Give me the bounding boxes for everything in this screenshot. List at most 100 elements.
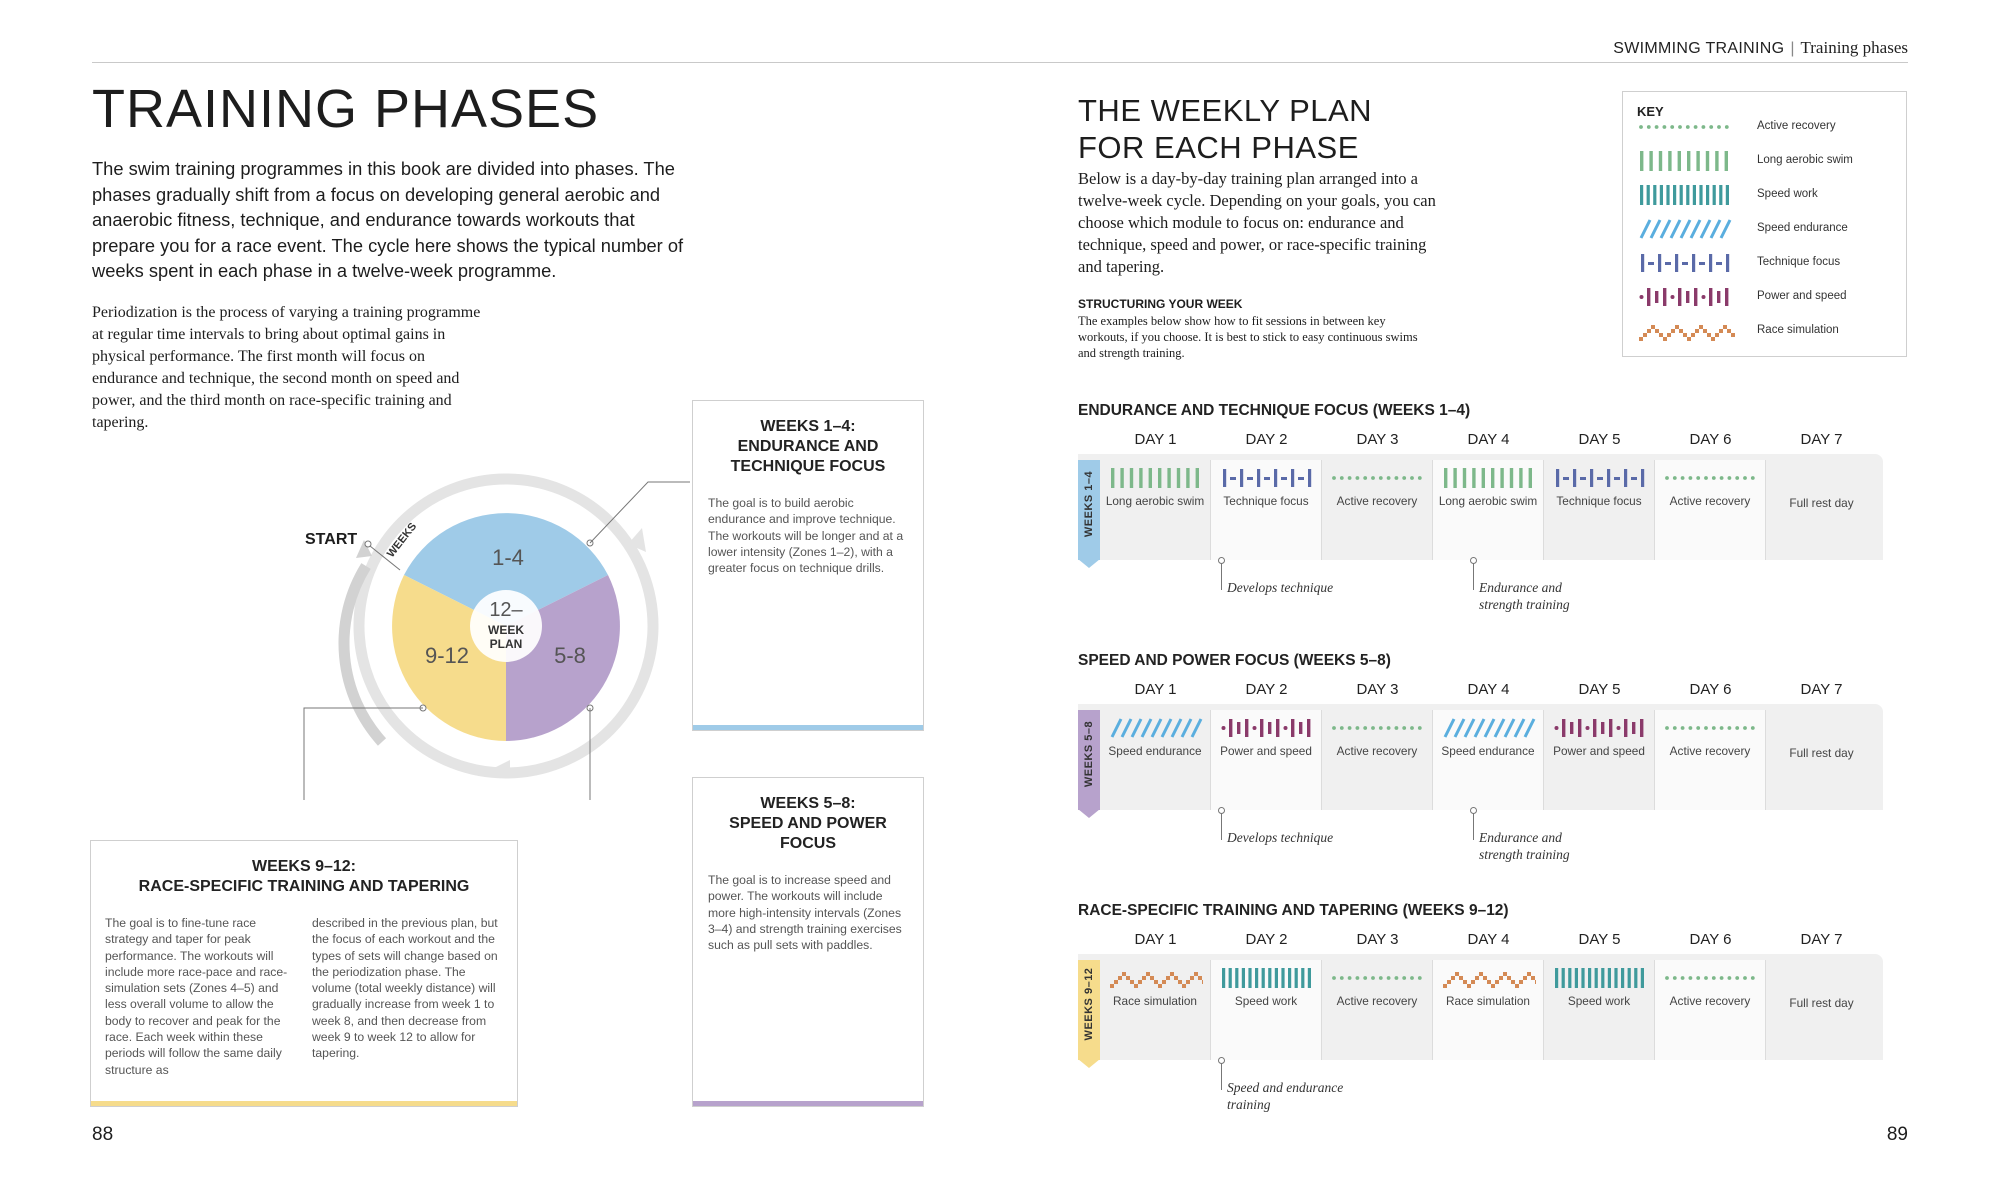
callout-note: Endurance and strength training — [1479, 830, 1570, 862]
day-cell-label: Active recovery — [1336, 994, 1418, 1008]
day-label: DAY 7 — [1800, 931, 1843, 948]
day-cell: Long aerobic swim — [1433, 460, 1544, 560]
key-item: Speed endurance — [1637, 216, 1897, 242]
key-legend: KEY Active recovery Long aerobic swim Sp… — [1622, 91, 1907, 357]
day-cell-label: Active recovery — [1669, 744, 1751, 758]
box3-text-col1: The goal is to fine-tune race strategy a… — [105, 916, 288, 1077]
dots-icon — [1639, 125, 1729, 129]
weekly-plan-band: WEEKS 9–12 Race simulation Speed work Ac… — [1078, 954, 1883, 1068]
ring-inner-arc — [338, 563, 387, 746]
connector-line-2 — [589, 708, 591, 800]
weeks-5-8-box: WEEKS 5–8: SPEED AND POWER FOCUS The goa… — [692, 777, 924, 1107]
periodization-paragraph: Periodization is the process of varying … — [92, 304, 481, 431]
day-label: DAY 2 — [1245, 431, 1288, 448]
day-cell: Race simulation — [1433, 960, 1544, 1060]
day-cell: Speed work — [1544, 960, 1655, 1060]
cycle-center — [470, 590, 542, 662]
day-label: DAY 5 — [1578, 931, 1621, 948]
key-item-label: Speed endurance — [1757, 222, 1848, 234]
teal-bars-icon — [1222, 968, 1311, 988]
callout-note: Endurance and strength training — [1479, 580, 1570, 612]
callout-dot — [1470, 807, 1477, 814]
power-icon — [1554, 719, 1644, 737]
page-number-right: 89 — [1886, 1124, 1908, 1145]
day-cell: Power and speed — [1544, 710, 1655, 810]
day-cell-label: Technique focus — [1223, 494, 1309, 508]
key-item-label: Power and speed — [1757, 290, 1847, 302]
header-subsection: Training phases — [1800, 38, 1908, 57]
box2-accent — [693, 1101, 923, 1106]
weekly-plan-intro: Below is a day-by-day training plan arra… — [1078, 169, 1436, 276]
day-label: DAY 6 — [1689, 431, 1732, 448]
key-item: Active recovery — [1637, 114, 1897, 140]
day-cell: Speed endurance — [1433, 710, 1544, 810]
start-label: START — [305, 531, 358, 548]
power-bars-icon — [1639, 288, 1729, 306]
day-label: DAY 4 — [1467, 431, 1510, 448]
day-header-row: DAY 1 DAY 2 DAY 3 DAY 4 DAY 5 DAY 6 DAY 7 — [1078, 681, 1883, 701]
day-cell: Speed work — [1211, 960, 1322, 1060]
weeks-tab-label: WEEKS 9–12 — [1083, 967, 1095, 1041]
box2-title-line3: FOCUS — [780, 835, 836, 852]
day-cell-label: Long aerobic swim — [1438, 494, 1538, 508]
plan-heading: SPEED AND POWER FOCUS (WEEKS 5–8) — [1078, 652, 1391, 669]
day-cell-label: Power and speed — [1553, 744, 1645, 758]
callout-dot — [1470, 557, 1477, 564]
day-cell-label: Speed endurance — [1108, 744, 1202, 758]
tab-point — [1078, 809, 1100, 818]
day-header-row: DAY 1 DAY 2 DAY 3 DAY 4 DAY 5 DAY 6 DAY 7 — [1078, 431, 1883, 451]
day-cell: Active recovery — [1322, 710, 1433, 810]
day-cell: Full rest day — [1766, 710, 1877, 810]
dots-icon — [1332, 976, 1422, 980]
day-cell-label: Long aerobic swim — [1105, 494, 1205, 508]
segment-label-5-8: 5-8 — [554, 643, 586, 668]
box2-title-line1: WEEKS 5–8: — [760, 795, 856, 812]
day-cell-label: Full rest day — [1789, 746, 1854, 760]
day-cell: Full rest day — [1766, 460, 1877, 560]
key-item-label: Long aerobic swim — [1757, 154, 1853, 166]
box1-title-line2: ENDURANCE AND — [737, 438, 879, 455]
day-cell: Active recovery — [1322, 460, 1433, 560]
green-bars-icon — [1640, 151, 1728, 171]
running-header: SWIMMING TRAINING | Training phases — [1613, 38, 1908, 58]
slashes-icon — [1110, 718, 1203, 738]
day-cell-label: Full rest day — [1789, 496, 1854, 510]
day-cell: Power and speed — [1211, 710, 1322, 810]
header-section: SWIMMING TRAINING — [1613, 40, 1785, 57]
day-cell: Speed endurance — [1100, 710, 1211, 810]
callout-note: Develops technique — [1227, 580, 1334, 595]
training-cycle-diagram: 12– WEEK PLAN 1-4 5-8 9-12 WEEKS — [303, 473, 690, 800]
callout-line — [1221, 810, 1222, 840]
day-label: DAY 7 — [1800, 681, 1843, 698]
weeks-9-12-box: WEEKS 9–12: RACE-SPECIFIC TRAINING AND T… — [90, 840, 518, 1107]
weekly-plan-band: WEEKS 1–4 Long aerobic swim Technique fo… — [1078, 454, 1883, 568]
day-cell: Active recovery — [1655, 710, 1766, 810]
power-icon — [1221, 719, 1311, 737]
tab-point — [1078, 559, 1100, 568]
day-cell: Active recovery — [1655, 460, 1766, 560]
day-cell-label: Active recovery — [1336, 494, 1418, 508]
dots-icon — [1332, 476, 1422, 480]
day-label: DAY 6 — [1689, 931, 1732, 948]
start-dot — [364, 540, 372, 548]
weekly-plan-title-line2: FOR EACH PHASE — [1078, 130, 1359, 165]
box3-accent — [91, 1101, 517, 1106]
green-bars-icon — [1111, 468, 1199, 488]
box1-text: The goal is to build aerobic endurance a… — [708, 496, 904, 576]
key-item-label: Active recovery — [1757, 120, 1836, 132]
day-label: DAY 7 — [1800, 431, 1843, 448]
weekly-plan-title-line1: THE WEEKLY PLAN — [1078, 93, 1373, 128]
day-cell: Active recovery — [1322, 960, 1433, 1060]
callout-line — [1473, 560, 1474, 590]
structuring-text: The examples below show how to fit sessi… — [1078, 314, 1418, 360]
teal-bars-icon — [1555, 968, 1644, 988]
day-cell: Full rest day — [1766, 960, 1877, 1060]
weekly-plan-title: THE WEEKLY PLAN FOR EACH PHASE — [1078, 92, 1372, 166]
day-cell: Technique focus — [1544, 460, 1655, 560]
box3-text-col2: described in the previous plan, but the … — [312, 916, 498, 1061]
day-header-row: DAY 1 DAY 2 DAY 3 DAY 4 DAY 5 DAY 6 DAY 7 — [1078, 931, 1883, 951]
connector-line-3 — [303, 707, 423, 800]
key-item: Long aerobic swim — [1637, 148, 1897, 174]
blue-slashes-icon — [1639, 219, 1732, 239]
day-cell-label: Race simulation — [1113, 994, 1197, 1008]
